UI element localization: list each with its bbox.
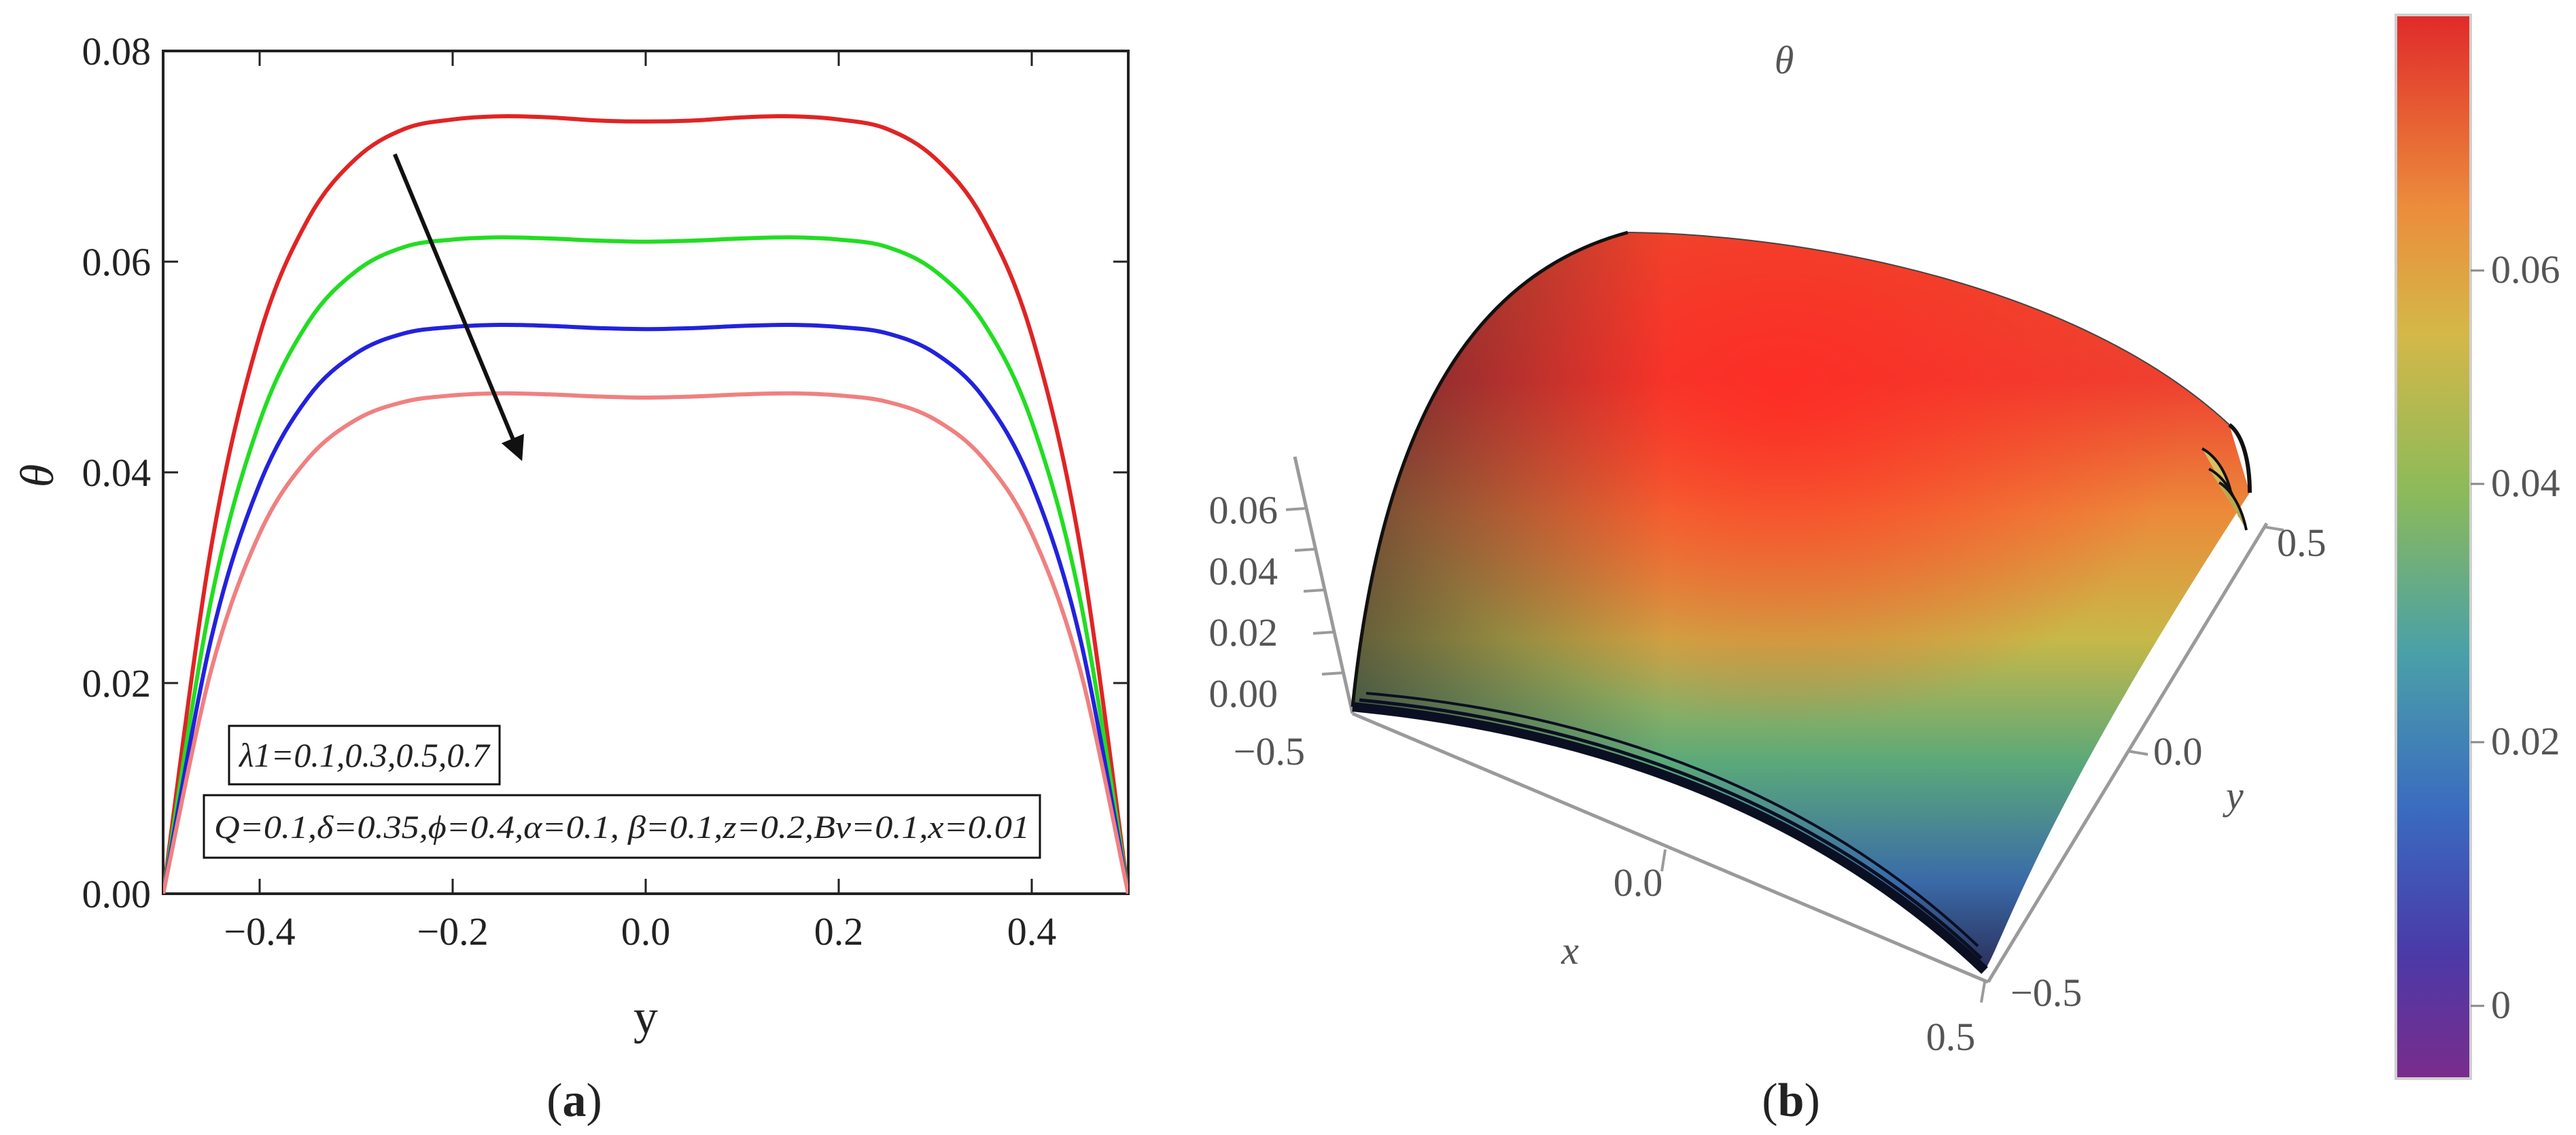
y-tick-label: 0.00: [82, 872, 152, 916]
box-ticks: [1285, 507, 2284, 1003]
x-tick-label: −0.4: [224, 909, 295, 954]
panel-a-line-chart: −0.4 −0.2 0.0 0.2 0.40.000.020.040.060.08 θ …: [12, 29, 1130, 1127]
z-tick-label: 0.06: [1209, 488, 1278, 532]
panel-b-surface-plot: θ: [1209, 14, 2560, 1127]
surface-right-layer: [2218, 481, 2248, 531]
x-tick-label: 0.4: [1007, 909, 1057, 954]
colorbar: [2395, 14, 2472, 1080]
caption-a: (a): [546, 1075, 602, 1127]
surface-front-layer: [1365, 692, 1979, 947]
y-tick-label: 0.5: [2277, 521, 2327, 565]
x-tick-label: 0.2: [814, 909, 864, 954]
series-line-4: [163, 391, 1128, 894]
y-tick-label: 0.02: [82, 661, 152, 705]
caption-b: (b): [1762, 1075, 1820, 1127]
z-tick-label: 0.04: [1209, 549, 1278, 593]
colorbar-ticks: [2471, 269, 2484, 1007]
surface-right-edge: [2228, 423, 2252, 493]
z-tick-label: 0.00: [1209, 671, 1278, 716]
trend-arrow: [393, 153, 524, 461]
x-tick-label: 0.0: [1614, 860, 1663, 905]
x-tick-label: 0.5: [1926, 1015, 1976, 1059]
x-tick-label: −0.2: [417, 909, 488, 954]
surface: [1351, 230, 2252, 975]
y-axis-label: θ: [12, 464, 64, 487]
y-tick-label: 0.04: [82, 451, 152, 495]
y-tick-label: −0.5: [2011, 971, 2082, 1015]
z-tick-label: 0.02: [1209, 610, 1278, 654]
colorbar-tick-label: 0: [2491, 983, 2511, 1027]
x-axis-label: y: [633, 990, 658, 1044]
series-group: [163, 114, 1128, 894]
annotation-param: λ1=0.1,0.3,0.5,0.7: [238, 736, 491, 774]
surface-title: θ: [1775, 38, 1794, 82]
axis-ticks: −0.4 −0.2 0.0 0.2 0.4 0.00 0.02 0.04 0.06 0.08: [82, 29, 1128, 954]
series-line-1: [163, 114, 1128, 894]
y-tick-label: 0.06: [82, 240, 152, 284]
surface-back-edge: [1627, 232, 2230, 425]
legend-box-fixed: [203, 794, 1041, 859]
colorbar-tick-label: 0.02: [2491, 719, 2560, 763]
bounding-box: [1293, 456, 2269, 984]
y-tick-label: 0.08: [82, 29, 152, 73]
surface-front-layer: [1359, 698, 1983, 960]
x-tick-label: 0.0: [621, 909, 671, 954]
series-line-2: [163, 235, 1128, 894]
surface-left-edge: [1351, 230, 1629, 708]
colorbar-tick-label: 0.04: [2491, 461, 2560, 505]
colorbar-tick-label: 0.06: [2491, 247, 2560, 292]
surface-side-shading: [1353, 232, 2250, 971]
x-tick-label: −0.5: [1234, 729, 1305, 773]
x-axis-label-3d: x: [1561, 928, 1579, 973]
annotation-fixed: Q=0.1,δ=0.35,ϕ=0.4,α=0.1, β=0.1,z=0.2,Bv…: [214, 809, 1030, 845]
y-tick-label: 0.0: [2153, 729, 2203, 773]
y-axis-label-3d: y: [2223, 773, 2244, 818]
surface-front-edge: [1352, 702, 1988, 975]
series-line-3: [163, 322, 1128, 894]
legend-box-param: [228, 724, 501, 786]
